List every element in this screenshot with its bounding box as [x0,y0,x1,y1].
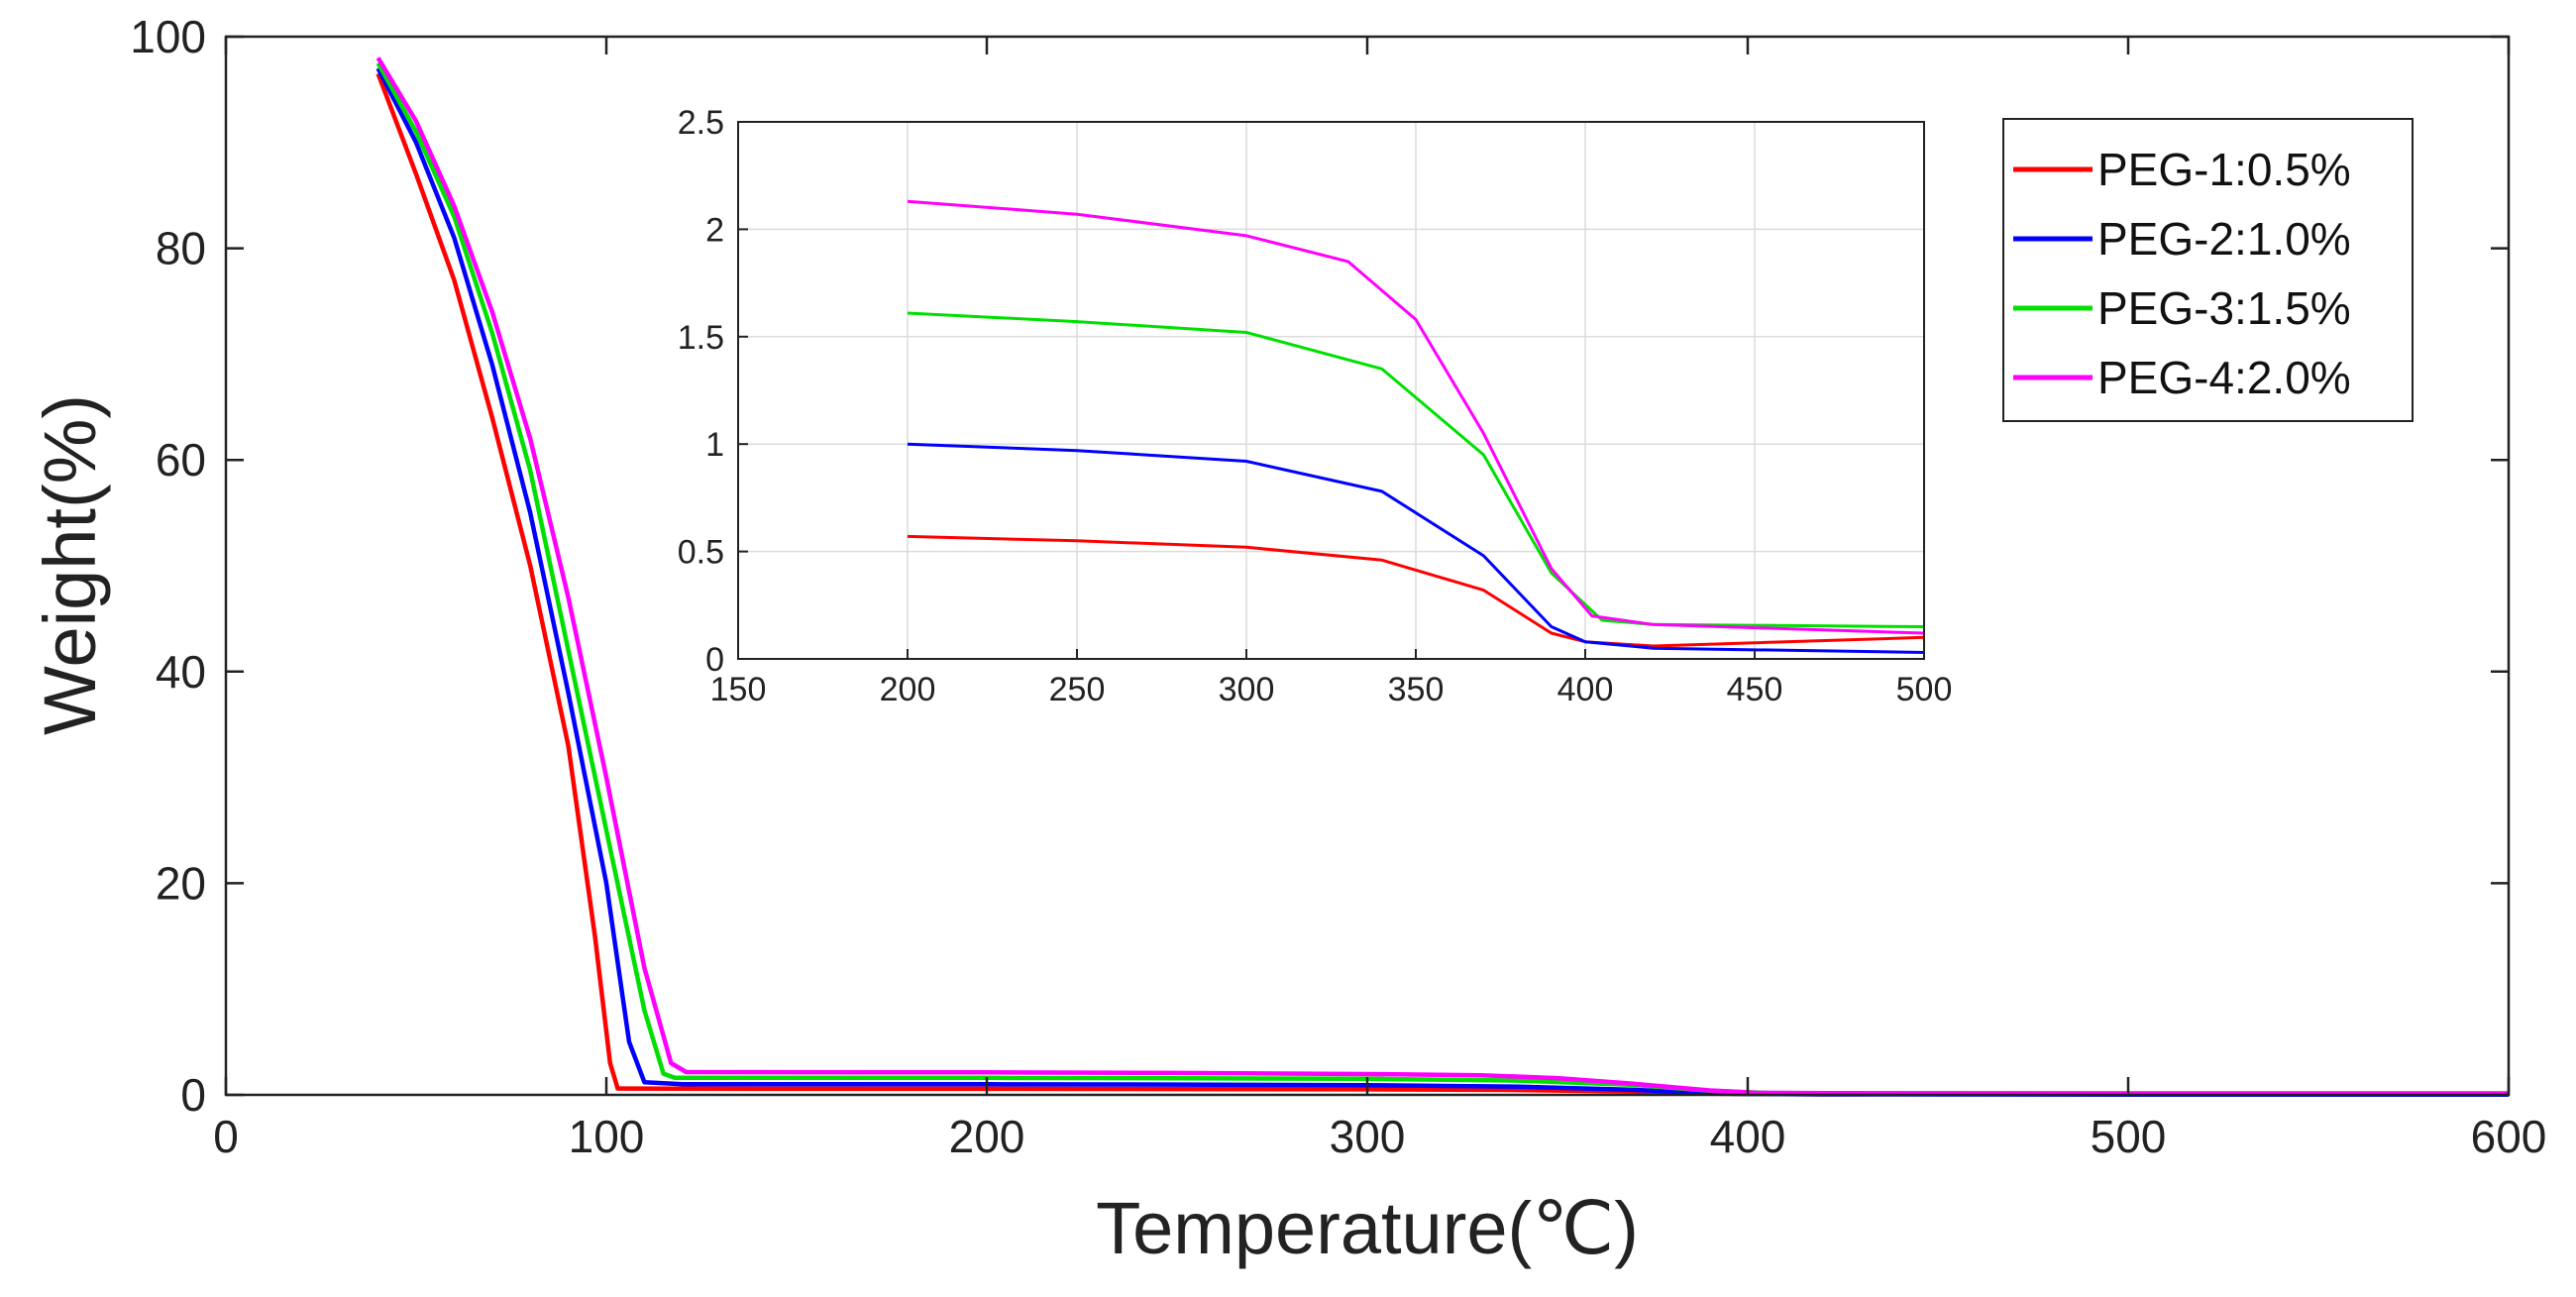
inset-x-tick-label: 200 [880,671,936,708]
inset-y-tick-label: 2 [705,211,724,249]
inset-series-line [907,199,1924,635]
y-tick-label: 20 [156,857,206,909]
legend-label: PEG-1:0.5% [2097,144,2351,195]
legend-label: PEG-3:1.5% [2097,282,2351,334]
inset-x-tick-label: 150 [710,671,767,708]
inset-series-line [907,534,1924,648]
inset-background [738,122,1924,659]
x-tick-label: 200 [949,1111,1025,1162]
inset-y-tick-label: 1.5 [678,319,724,357]
y-tick-label: 60 [156,434,206,486]
inset-series-line [907,311,1924,628]
y-tick-label: 80 [156,223,206,274]
y-tick-label: 100 [130,11,206,62]
x-tick-label: 300 [1330,1111,1406,1162]
inset-y-tick-label: 0 [705,641,724,679]
inset-y-tick-label: 0.5 [678,534,724,572]
inset-plot: 150 200 250 300 350 400 450 500 0 0.5 1 1.5 2 2.5 [678,104,1953,708]
inset-x-tick-label: 500 [1896,671,1953,708]
inset-x-tick-label: 250 [1049,671,1106,708]
y-tick-label: 0 [180,1069,206,1121]
inset-series-group [907,199,1924,654]
inset-y-tick-label: 1 [705,426,724,464]
y-axis-title: Weight(%) [29,394,111,735]
legend-label: PEG-4:2.0% [2097,352,2351,403]
inset-series-line [907,442,1924,654]
x-axis-title: Temperature(℃) [1096,1187,1639,1269]
series-line [376,56,2509,1096]
inset-frame [737,121,1925,660]
y-tick-label: 40 [156,646,206,698]
x-tick-label: 400 [1710,1111,1786,1162]
inset-x-tick-label: 350 [1388,671,1445,708]
x-tick-label: 100 [569,1111,645,1162]
inset-x-tick-label: 300 [1219,671,1275,708]
inset-x-tick-label: 400 [1557,671,1614,708]
x-tick-label: 500 [2091,1111,2167,1162]
legend: PEG-1:0.5% PEG-2:1.0% PEG-3:1.5% PEG-4:2.0% [2002,118,2414,422]
legend-label: PEG-2:1.0% [2097,213,2351,265]
inset-y-tick-label: 2.5 [678,104,724,142]
x-tick-label: 600 [2471,1111,2547,1162]
inset-x-tick-label: 450 [1727,671,1783,708]
x-tick-label: 0 [213,1111,239,1162]
